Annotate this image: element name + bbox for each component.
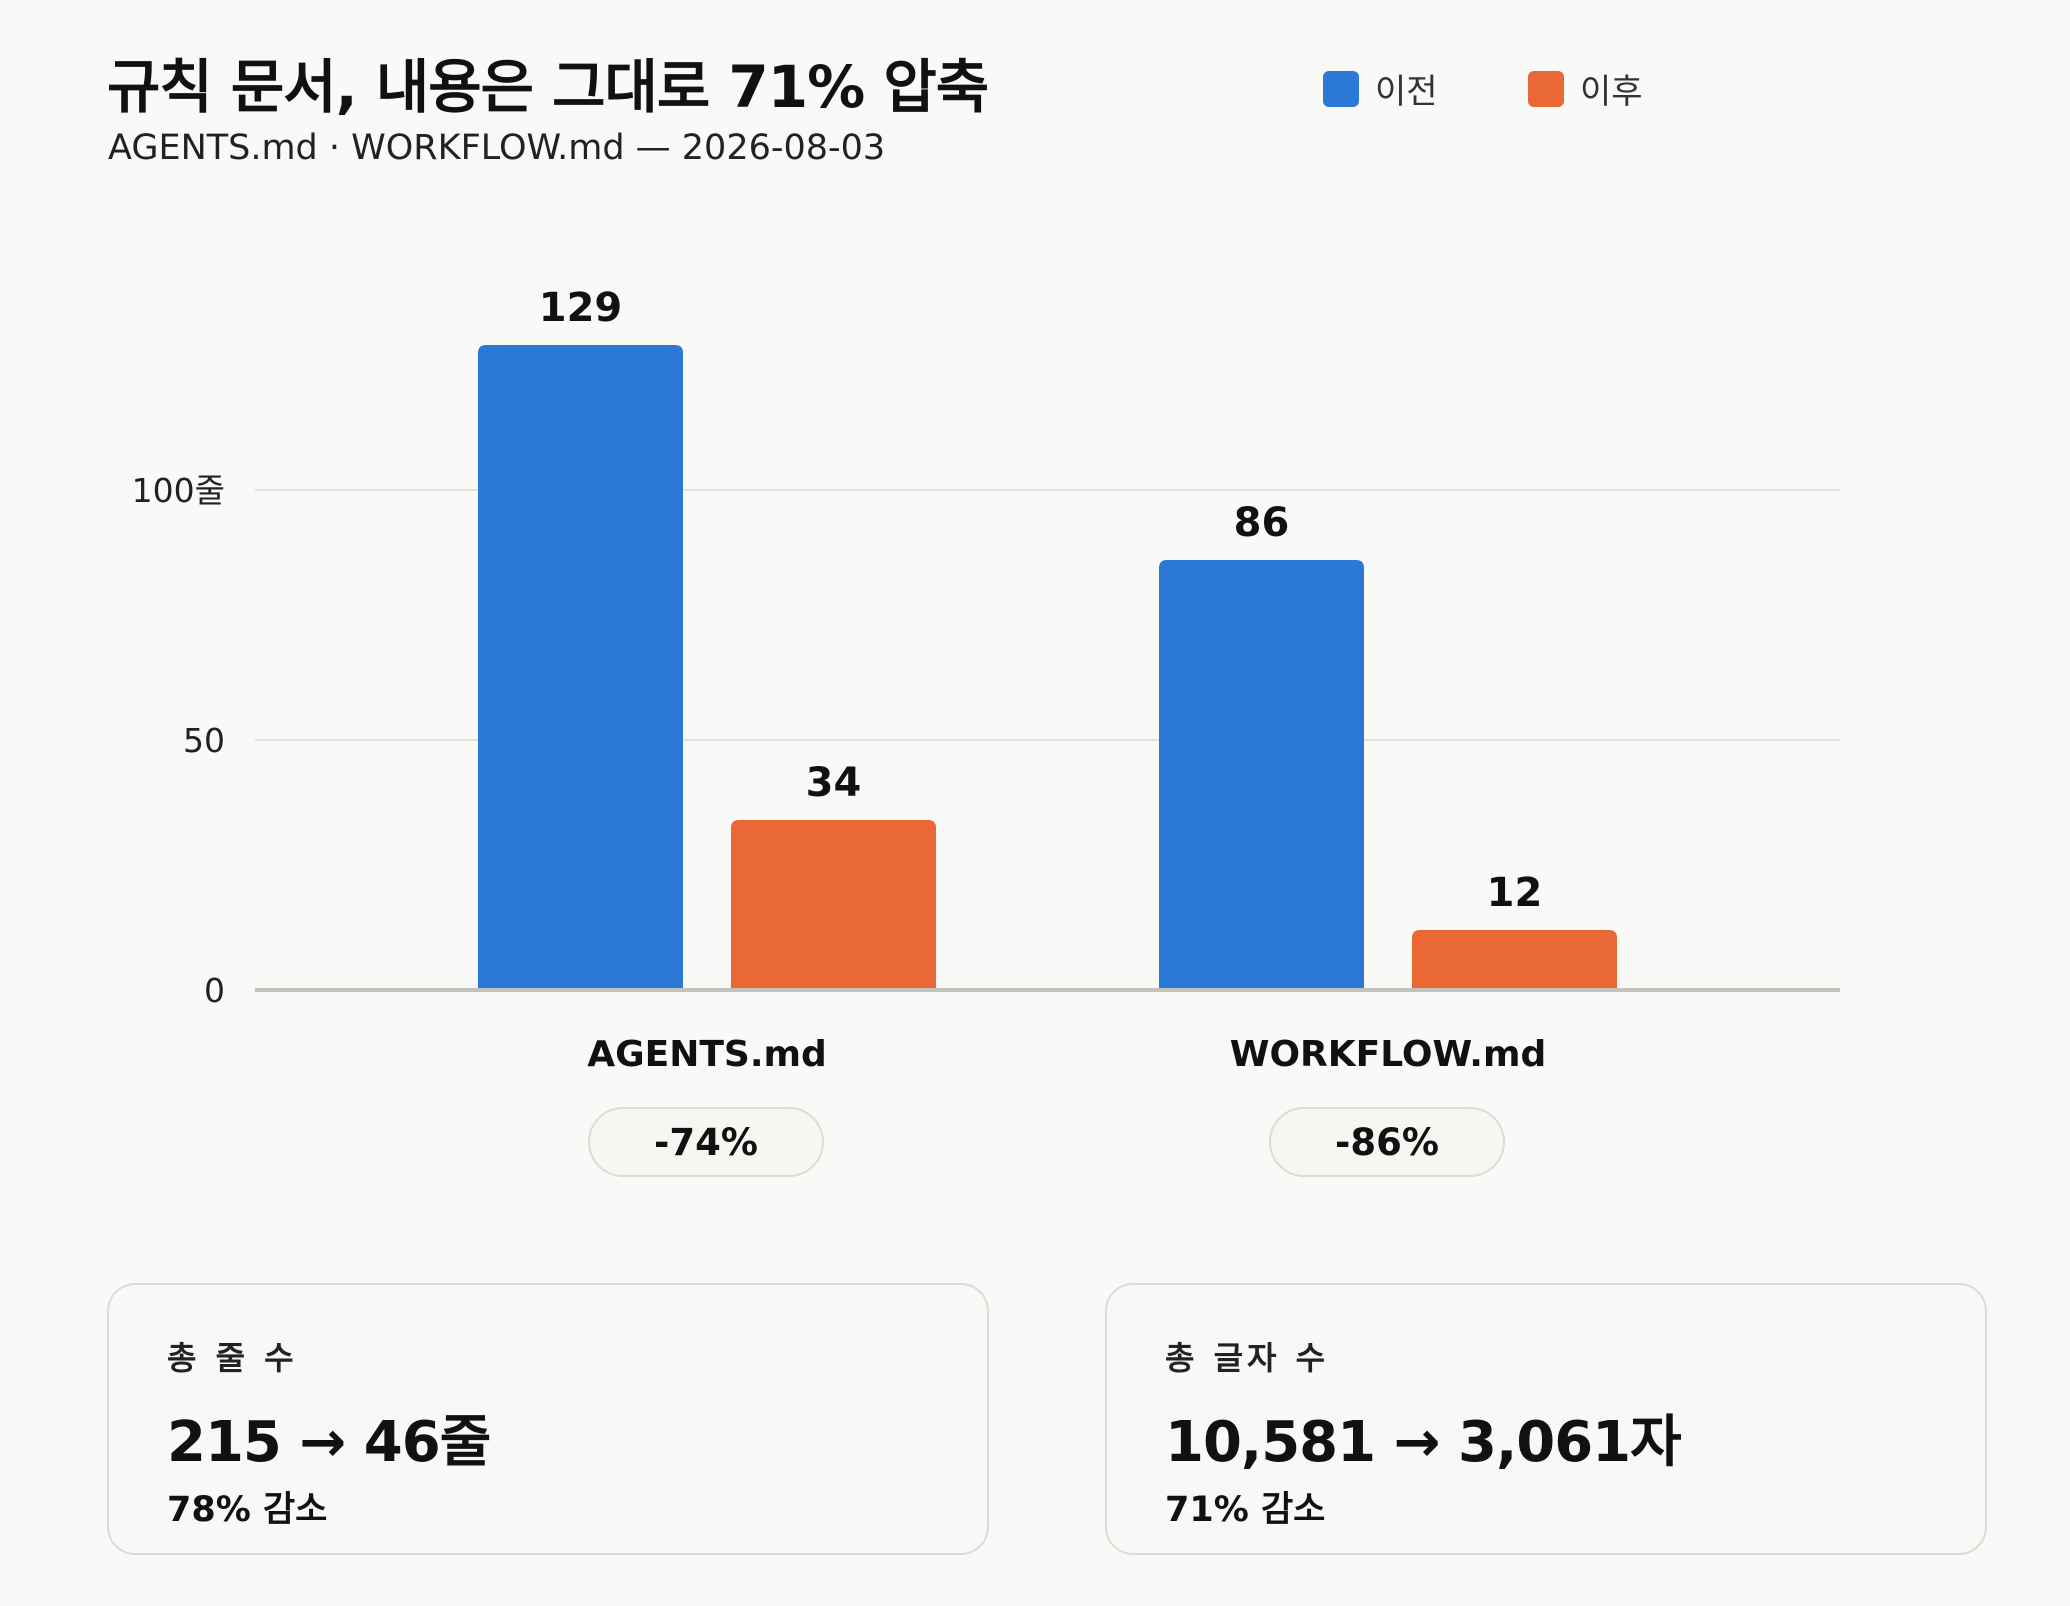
legend-item-after: 이후	[1528, 64, 1643, 113]
y-tick-label: 0	[204, 971, 225, 1010]
change-badge-workflow: -86%	[1269, 1107, 1505, 1177]
card-note: 78% 감소	[167, 1490, 328, 1530]
card-value: 10,581 → 3,061자	[1165, 1410, 1682, 1475]
bar	[478, 345, 683, 990]
summary-card-lines: 총 줄 수 215 → 46줄 78% 감소	[107, 1283, 989, 1555]
legend-swatch-before	[1323, 70, 1359, 107]
legend-swatch-after	[1528, 70, 1564, 107]
y-tick-label: 50	[183, 721, 225, 760]
bar-value-label: 34	[806, 760, 862, 806]
change-badge-agents: -74%	[588, 1107, 824, 1177]
legend-label-after: 이후	[1580, 72, 1643, 112]
bar-value-label: 12	[1487, 870, 1543, 916]
card-note: 71% 감소	[1165, 1490, 1326, 1530]
chart-subtitle: AGENTS.md · WORKFLOW.md — 2026-08-03	[108, 128, 886, 168]
card-label: 총 줄 수	[167, 1339, 298, 1377]
y-tick-label: 100줄	[132, 471, 225, 510]
bar	[1159, 560, 1364, 990]
bar	[731, 820, 936, 990]
bar	[1412, 930, 1617, 990]
legend-label-before: 이전	[1375, 72, 1438, 112]
x-tick-label: AGENTS.md	[587, 1034, 827, 1075]
chart-title: 규칙 문서, 내용은 그대로 71% 압축	[107, 53, 989, 121]
bar-value-label: 86	[1234, 500, 1290, 546]
x-tick-label: WORKFLOW.md	[1230, 1034, 1547, 1075]
legend-item-before: 이전	[1323, 64, 1438, 113]
summary-card-chars: 총 글자 수 10,581 → 3,061자 71% 감소	[1105, 1283, 1987, 1555]
bar-value-label: 129	[539, 285, 623, 331]
card-value: 215 → 46줄	[167, 1410, 491, 1475]
card-label: 총 글자 수	[1165, 1339, 1330, 1377]
